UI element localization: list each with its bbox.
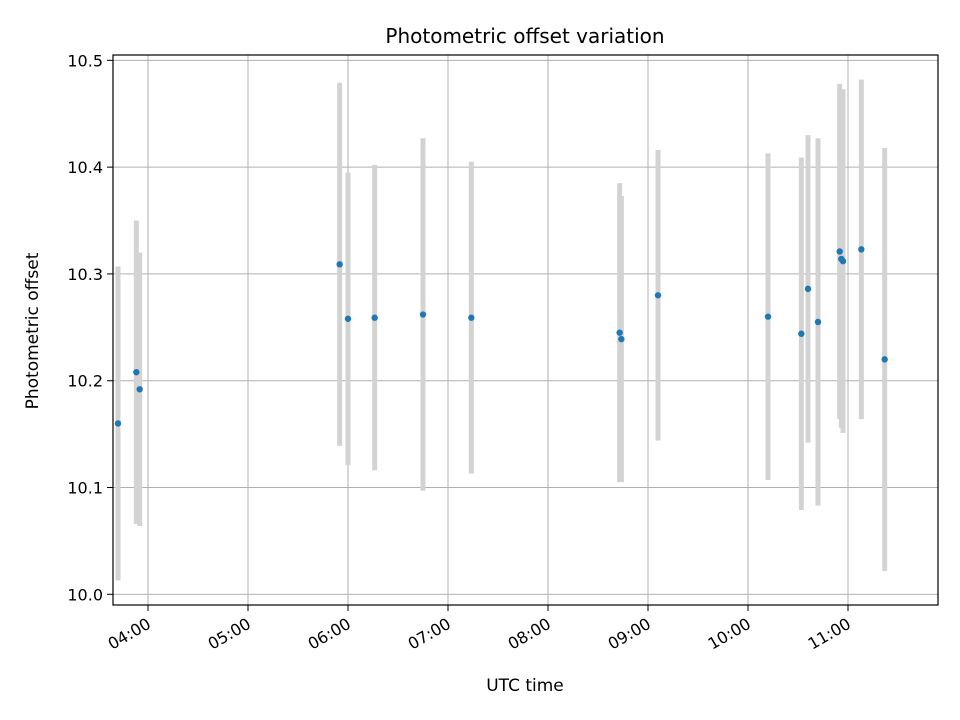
y-axis-ticks: 10.0 10.1 10.2 10.3 10.4 10.5 <box>67 51 113 604</box>
data-point <box>798 330 805 337</box>
data-point <box>858 246 865 253</box>
data-point <box>133 368 140 376</box>
data-point <box>419 311 427 318</box>
data-points <box>114 246 888 427</box>
chart-title: Photometric offset variation <box>385 24 664 48</box>
x-tick-label: 11:00 <box>805 614 854 654</box>
data-point <box>764 313 772 320</box>
x-tick-label: 06:00 <box>305 614 354 654</box>
data-point <box>371 314 378 321</box>
y-tick-label: 10.5 <box>67 51 103 70</box>
data-point <box>618 335 625 343</box>
data-point <box>836 248 843 255</box>
x-tick-label: 10:00 <box>705 614 754 654</box>
grid <box>113 55 938 605</box>
x-tick-label: 07:00 <box>405 614 454 654</box>
x-axis-ticks: 04:00 05:00 06:00 07:00 08:00 09:00 10:00 11:00 <box>105 605 854 654</box>
y-tick-label: 10.0 <box>67 585 103 604</box>
x-tick-label: 08:00 <box>505 614 554 654</box>
error-bars <box>115 79 888 581</box>
data-point <box>136 386 143 393</box>
y-tick-label: 10.3 <box>67 265 103 284</box>
data-point <box>336 261 343 268</box>
plot-frame <box>112 54 939 606</box>
data-point <box>616 329 623 336</box>
y-axis-label: Photometric offset <box>23 252 43 409</box>
data-point <box>654 292 662 299</box>
y-tick-label: 10.2 <box>67 372 103 391</box>
y-tick-label: 10.1 <box>67 479 103 498</box>
y-tick-label: 10.4 <box>67 158 103 177</box>
data-point <box>814 318 822 326</box>
x-tick-label: 09:00 <box>605 614 654 654</box>
data-point <box>468 314 475 321</box>
data-point <box>881 356 888 363</box>
data-point <box>804 285 812 293</box>
x-tick-label: 04:00 <box>105 614 154 654</box>
data-point <box>839 257 847 265</box>
x-tick-label: 05:00 <box>205 614 254 654</box>
data-point <box>114 420 122 427</box>
data-point <box>344 315 352 322</box>
x-axis-label: UTC time <box>486 676 564 696</box>
